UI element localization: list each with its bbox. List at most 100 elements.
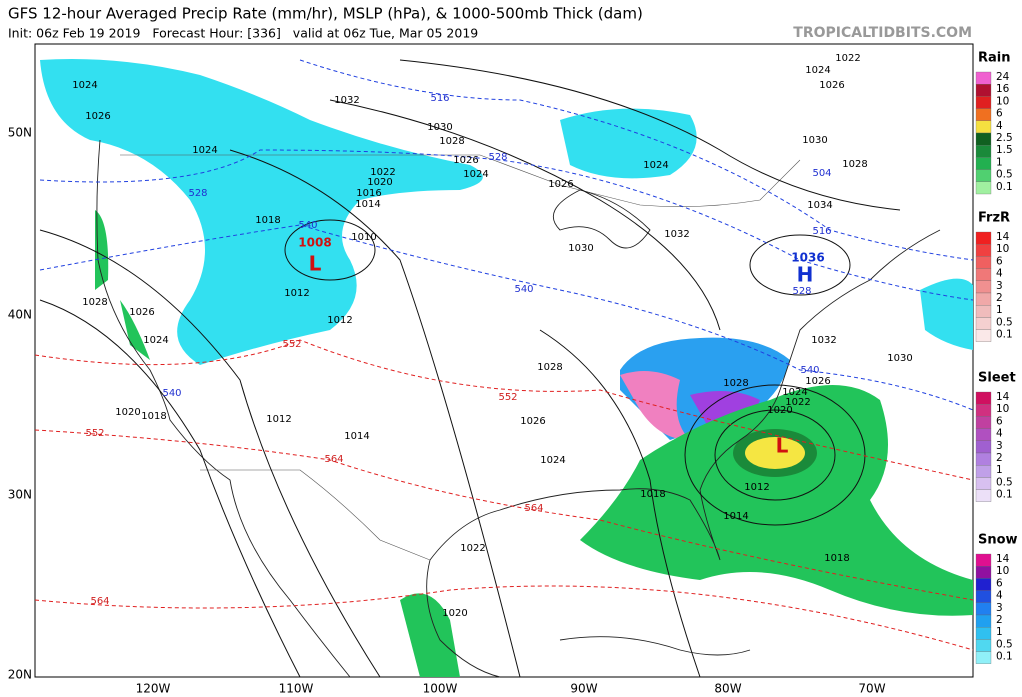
high-value: 1036 — [791, 251, 824, 265]
legend-label: 2.5 — [996, 132, 1013, 144]
legend-swatch — [975, 489, 992, 502]
legend-label: 2 — [996, 614, 1003, 626]
isobar-label: 1030 — [887, 353, 912, 364]
thickness-label: 528 — [188, 188, 207, 199]
thickness-label: 564 — [324, 454, 343, 465]
high-symbol: H — [797, 263, 814, 287]
lon-label: 120W — [136, 682, 171, 696]
legend-swatch — [975, 627, 992, 640]
isobar-label: 1026 — [85, 111, 110, 122]
isobar-label: 1024 — [72, 80, 97, 91]
thickness-label: 516 — [430, 93, 449, 104]
legend-swatch — [975, 452, 992, 466]
isobar-label: 1028 — [439, 136, 464, 147]
isobar-label: 1024 — [643, 160, 668, 171]
isobar-label: 1028 — [82, 297, 107, 308]
lon-label: 80W — [714, 682, 741, 696]
legend-swatch — [975, 391, 992, 405]
lon-label: 90W — [570, 682, 597, 696]
legend-swatch — [975, 157, 992, 170]
legend-swatch — [975, 651, 992, 664]
isobar-label: 1018 — [824, 553, 849, 564]
legend-label: 16 — [996, 83, 1010, 95]
legend-label: 2 — [996, 292, 1003, 304]
legend-label: 0.5 — [996, 316, 1013, 328]
legend-label: 4 — [996, 428, 1003, 440]
legend-swatch — [975, 614, 992, 628]
legend-swatch — [975, 108, 992, 121]
thickness-label: 528 — [488, 152, 507, 163]
legend-swatch — [975, 590, 992, 603]
legend-label: 14 — [996, 231, 1010, 243]
lat-label: 30N — [8, 488, 32, 502]
isobar-label: 1022 — [835, 53, 860, 64]
rain-area — [95, 210, 150, 360]
rain-area — [400, 593, 460, 677]
legend-label: 4 — [996, 120, 1003, 132]
isobar-label: 1024 — [192, 145, 217, 156]
watermark: TROPICALTIDBITS.COM — [793, 25, 972, 41]
isobar-label: 1028 — [842, 159, 867, 170]
legend-label: 0.5 — [996, 638, 1013, 650]
border — [120, 154, 801, 207]
isobar-label: 1024 — [143, 335, 168, 346]
legend-swatch — [975, 244, 992, 257]
legend-label: 6 — [996, 255, 1003, 267]
isobar-label: 1012 — [284, 288, 309, 299]
legend-label: 14 — [996, 391, 1010, 403]
legend-label: 14 — [996, 553, 1010, 565]
legend-label: 0.5 — [996, 169, 1013, 181]
legend-label: 10 — [996, 403, 1009, 415]
isobar-label: 1024 — [463, 169, 488, 180]
lat-label: 20N — [8, 668, 32, 682]
title: GFS 12-hour Averaged Precip Rate (mm/hr)… — [8, 5, 643, 23]
lon-label: 70W — [858, 682, 885, 696]
legend-label: 3 — [996, 440, 1003, 452]
isobar-label: 1024 — [782, 387, 807, 398]
lat-label: 50N — [8, 126, 32, 140]
legend-swatch — [975, 329, 992, 342]
legend-label: 1 — [996, 304, 1003, 316]
isobar-label: 1030 — [802, 135, 827, 146]
legend-label: 0.1 — [996, 329, 1013, 341]
legend-label: 3 — [996, 602, 1003, 614]
legend-swatch — [975, 280, 992, 294]
legend-swatch — [975, 553, 992, 567]
isobar-label: 1020 — [442, 608, 467, 619]
legend-label: 1 — [996, 464, 1003, 476]
rain-area — [40, 59, 483, 365]
legend-title: Sleet — [978, 371, 1016, 386]
isobar-label: 1026 — [548, 179, 573, 190]
isobar-label: 1030 — [568, 243, 593, 254]
thickness-label: 552 — [498, 392, 517, 403]
isobar-label: 1026 — [805, 376, 830, 387]
coastline — [559, 636, 751, 656]
legend-swatch — [975, 602, 992, 616]
lat-label: 40N — [8, 308, 32, 322]
legend-swatch — [975, 268, 992, 281]
rain-core — [745, 437, 805, 469]
legend-swatch — [975, 465, 992, 478]
isobar-label: 1026 — [453, 155, 478, 166]
legend-swatch — [975, 169, 992, 182]
thickness-label: 540 — [514, 284, 533, 295]
border — [200, 469, 431, 561]
thickness-label: 564 — [90, 596, 109, 607]
legend-label: 0.5 — [996, 476, 1013, 488]
legend-title: Rain — [978, 51, 1011, 66]
thickness-label: 504 — [812, 168, 831, 179]
rain-area — [560, 108, 697, 179]
thickness-label: 552 — [85, 428, 104, 439]
legend-swatch — [975, 639, 992, 652]
isobar-label: 1028 — [537, 362, 562, 373]
isobar-label: 1028 — [723, 378, 748, 389]
isobar-label: 1020 — [767, 405, 792, 416]
legend-swatch — [975, 145, 992, 158]
isobar-label: 1022 — [370, 167, 395, 178]
low-symbol: L — [776, 434, 789, 458]
sleet-area — [690, 391, 760, 430]
isobar-label: 1034 — [807, 200, 832, 211]
lon-label: 100W — [423, 682, 458, 696]
isobar-label: 1024 — [540, 455, 565, 466]
